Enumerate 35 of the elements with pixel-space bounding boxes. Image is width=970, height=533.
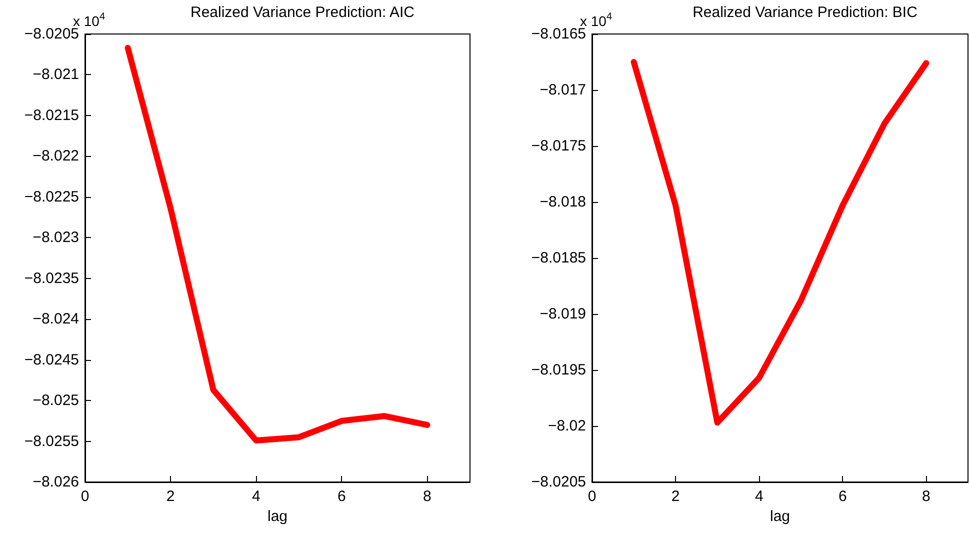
chart-title: Realized Variance Prediction: BIC [692, 4, 918, 21]
x-tick-label: 4 [252, 488, 260, 505]
y-tick-label: −8.0215 [24, 106, 79, 124]
y-tick-label: −8.025 [32, 392, 79, 410]
x-axis-title: lag [770, 508, 790, 525]
y-tick-label: −8.0205 [24, 26, 79, 42]
y-tick-label: −8.018 [540, 194, 586, 210]
y-tick-label: −8.0255 [24, 432, 79, 450]
x-tick-label: 6 [838, 488, 847, 505]
chart-title: Realized Variance Prediction: AIC [190, 4, 415, 21]
y-tick-label: −8.026 [32, 474, 79, 490]
x-tick-label: 2 [166, 488, 175, 505]
x-tick-label: 8 [423, 488, 432, 505]
x-tick-label: 4 [754, 488, 764, 505]
y-tick-label: −8.017 [540, 82, 586, 98]
y-tick-label: −8.0175 [531, 138, 586, 154]
x-tick-label: 0 [80, 488, 90, 505]
x-axis-title: lag [267, 508, 288, 525]
y-tick-label: −8.02 [548, 418, 586, 434]
y-tick-label: −8.0205 [531, 474, 586, 490]
y-tick-label: −8.0225 [24, 188, 79, 206]
y-tick-label: −8.0185 [531, 250, 586, 266]
y-tick-label: −8.0245 [24, 351, 79, 368]
y-tick-label: −8.024 [32, 310, 79, 328]
y-tick-label: −8.019 [540, 306, 586, 322]
x-tick-label: 6 [337, 488, 346, 505]
x-tick-label: 8 [922, 488, 930, 505]
y-tick-label: −8.0165 [531, 26, 586, 42]
x-tick-label: 0 [588, 488, 596, 505]
y-tick-label: −8.0195 [531, 362, 586, 378]
y-tick-label: −8.021 [32, 66, 79, 84]
x-tick-label: 2 [671, 488, 680, 505]
y-tick-label: −8.022 [32, 148, 79, 165]
y-tick-label: −8.0235 [24, 270, 79, 287]
y-tick-label: −8.023 [32, 229, 79, 246]
